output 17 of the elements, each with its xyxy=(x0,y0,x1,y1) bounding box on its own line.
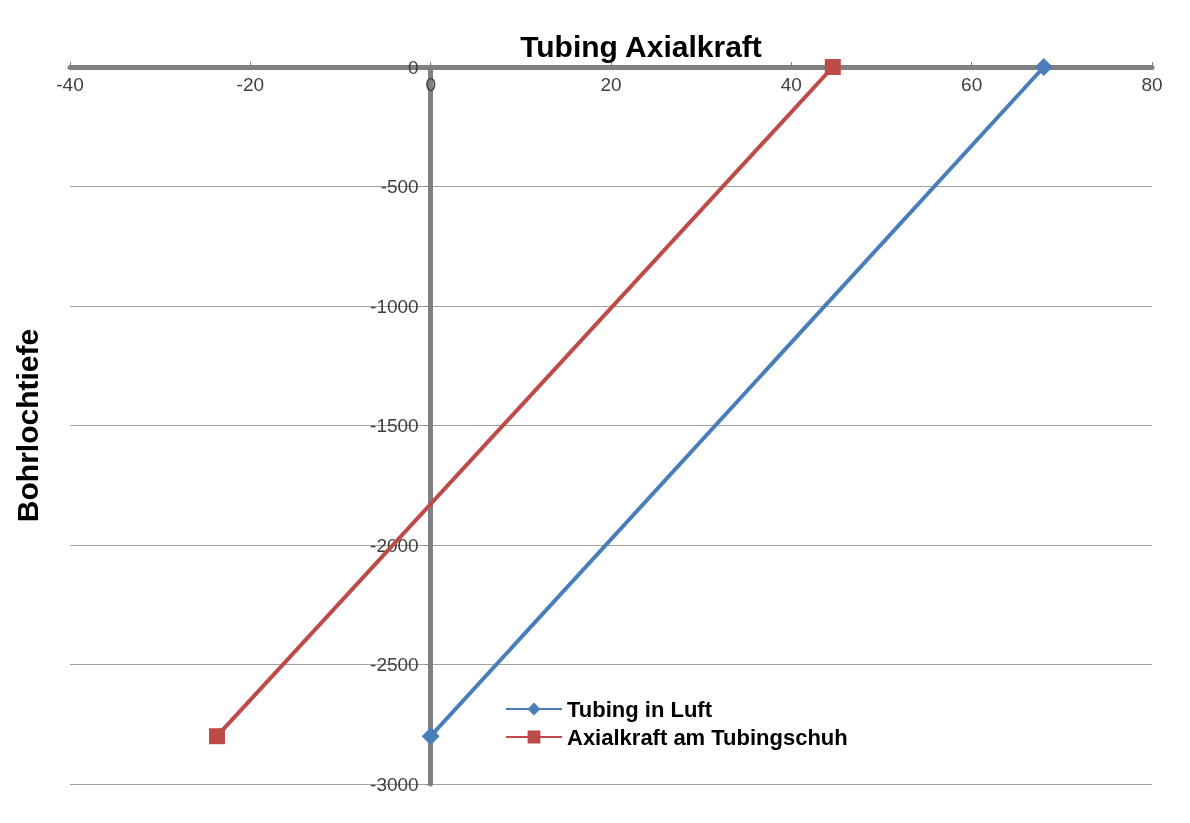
y-tick-label: -2500 xyxy=(370,654,419,675)
x-tick-label: 20 xyxy=(600,74,622,95)
chart-title: Tubing Axialkraft xyxy=(520,29,762,63)
y-tick-label: -1500 xyxy=(370,415,419,436)
y-tick-label: 0 xyxy=(408,56,419,78)
x-tick-label: 40 xyxy=(780,74,802,95)
y-tick-label: -500 xyxy=(380,176,419,197)
x-tick-label: 0 xyxy=(425,74,436,95)
legend-label: Tubing in Luft xyxy=(567,696,713,722)
x-tick-label: 80 xyxy=(1141,74,1163,95)
y-axis-title: Bohrlochtiefe xyxy=(10,328,44,523)
x-tick-label: -20 xyxy=(236,74,265,95)
x-tick-label: -40 xyxy=(56,74,84,95)
y-tick-label: -3000 xyxy=(370,773,419,795)
y-tick-label: -1000 xyxy=(370,295,419,317)
x-tick-label: 60 xyxy=(961,74,983,95)
legend-label: Axialkraft am Tubingschuh xyxy=(567,724,848,750)
